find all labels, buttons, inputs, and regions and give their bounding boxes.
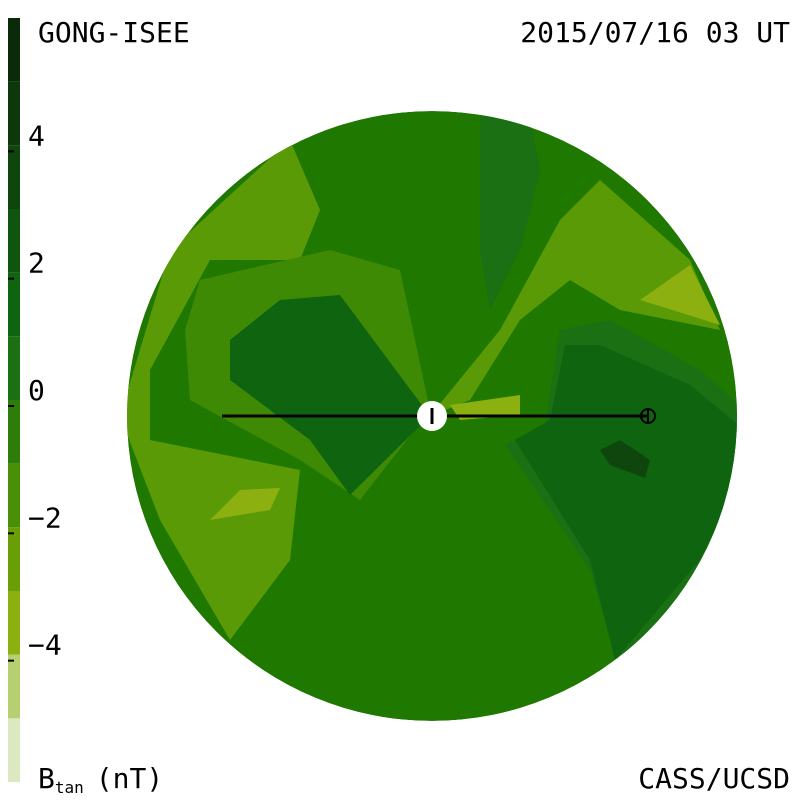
colorbar-band [8, 145, 20, 209]
tick-label: −2 [28, 501, 62, 534]
tick-label: 2 [28, 247, 45, 280]
region [480, 112, 540, 310]
colorbar [8, 18, 20, 782]
region [640, 265, 720, 325]
colorbar-band [8, 400, 20, 464]
label-unit: (nT) [96, 762, 163, 795]
colorbar-band [8, 654, 20, 719]
colorbar-band [8, 718, 20, 782]
colorbar-band [8, 18, 20, 82]
timestamp: 2015/07/16 03 UT [520, 16, 790, 49]
region [600, 440, 650, 478]
tick-label: 4 [28, 119, 45, 152]
colorbar-band [8, 336, 20, 400]
colorbar-band [8, 591, 20, 655]
colorbar-band [8, 81, 20, 146]
region [430, 180, 720, 416]
region [210, 488, 280, 520]
region [127, 140, 320, 640]
colorbar-band [8, 272, 20, 337]
label-symbol: B [38, 762, 55, 795]
colorbar-band [8, 463, 20, 528]
colorbar-band [8, 209, 20, 273]
region [230, 295, 430, 495]
colorbar-ticks: −4 −2 0 2 4 [8, 119, 62, 662]
label-subscript: tan [55, 778, 84, 797]
colorbar-label: Btan (nT) [38, 762, 163, 797]
region [515, 345, 737, 660]
tick-label: −4 [28, 629, 62, 662]
credit: CASS/UCSD [638, 762, 790, 795]
title: GONG-ISEE [38, 16, 190, 49]
region [450, 395, 520, 420]
tick-label: 0 [28, 374, 45, 407]
colorbar-band [8, 527, 20, 591]
